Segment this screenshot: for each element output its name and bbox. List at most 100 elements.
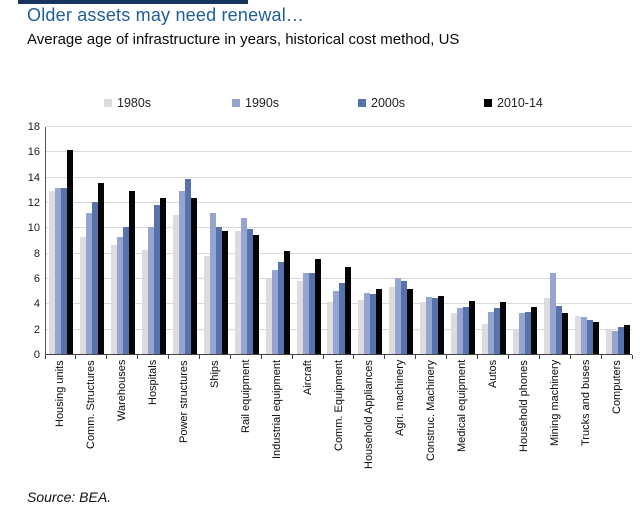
bar-2010-14: [221, 231, 228, 354]
bar-group: [108, 127, 139, 354]
x-tick: [106, 355, 108, 359]
bar-2000s: [154, 204, 161, 354]
y-tick-label: 12: [27, 197, 40, 209]
x-axis-label: Household phones: [517, 360, 530, 452]
bar-2000s: [185, 179, 192, 354]
x-tick: [137, 355, 139, 359]
legend-item: 1990s: [232, 96, 279, 110]
gridline: [46, 176, 632, 178]
legend-swatch: [232, 99, 240, 107]
y-tick-label: 16: [27, 146, 40, 159]
bar-1990s: [487, 312, 494, 354]
bar-1980s: [296, 280, 303, 354]
bar-2010-14: [252, 234, 259, 354]
bar-2010-14: [314, 259, 321, 354]
bar-group: [200, 127, 231, 354]
x-axis-label: Autos: [486, 360, 499, 389]
bar-1980s: [358, 299, 365, 354]
bar-1990s: [86, 213, 93, 354]
bar-2000s: [215, 227, 222, 354]
x-tick: [631, 355, 633, 359]
chart-title: Older assets may need renewal…: [27, 5, 305, 25]
x-axis-label: Comm. Equipment: [332, 360, 345, 452]
bar-2010-14: [160, 198, 167, 354]
bar-group: [479, 127, 510, 354]
bar-1990s: [209, 213, 216, 354]
bar-group: [77, 127, 108, 354]
bar-1980s: [265, 279, 272, 354]
x-axis-label: Comm. Structures: [85, 360, 98, 449]
legend-item: 2010-14: [484, 96, 543, 110]
bar-1990s: [611, 331, 618, 354]
x-tick: [507, 355, 509, 359]
bar-1990s: [271, 270, 278, 354]
bar-group: [293, 127, 324, 354]
x-tick: [75, 355, 77, 359]
bar-2010-14: [499, 302, 506, 354]
y-tick-label: 8: [33, 247, 40, 260]
bar-1990s: [240, 218, 247, 354]
bar-1990s: [549, 272, 556, 354]
x-tick: [600, 355, 602, 359]
bar-2010-14: [283, 251, 290, 354]
gridline: [46, 151, 632, 153]
bar-2000s: [493, 308, 500, 354]
bar-2000s: [339, 283, 346, 354]
x-axis-label: Construc. Machinery: [425, 360, 438, 461]
bar-group: [170, 127, 201, 354]
bar-2010-14: [592, 322, 599, 354]
x-tick: [477, 355, 479, 359]
bar-1980s: [173, 214, 180, 354]
bar-1990s: [302, 272, 309, 354]
gridline: [46, 227, 632, 229]
x-axis-label: Aircraft: [301, 360, 314, 395]
bar-group: [571, 127, 602, 354]
bar-2010-14: [98, 183, 105, 354]
bar-group: [324, 127, 355, 354]
bar-group: [448, 127, 479, 354]
bar-2010-14: [623, 324, 630, 354]
y-tick-label: 10: [27, 222, 40, 235]
legend-item: 1980s: [104, 96, 151, 110]
bar-group: [139, 127, 170, 354]
y-tick-label: 14: [27, 171, 40, 184]
x-tick: [198, 355, 200, 359]
bar-1990s: [179, 190, 186, 354]
bar-2010-14: [67, 150, 74, 354]
bar-1990s: [148, 227, 155, 354]
bar-2000s: [277, 261, 284, 354]
bar-group: [602, 127, 633, 354]
bar-2000s: [463, 307, 470, 354]
legend-swatch: [484, 99, 492, 107]
bar-1990s: [55, 188, 62, 354]
legend-swatch: [358, 99, 366, 107]
bar-group: [417, 127, 448, 354]
bar-1980s: [111, 245, 118, 354]
x-tick: [415, 355, 417, 359]
x-axis-label: Household Appliances: [363, 360, 376, 469]
x-axis-label: Industrial equipment: [270, 360, 283, 460]
gridline: [46, 202, 632, 203]
x-tick: [229, 355, 231, 359]
bar-1980s: [327, 302, 334, 354]
bar-2000s: [432, 298, 439, 354]
bar-group: [262, 127, 293, 354]
x-tick: [446, 355, 448, 359]
legend-item: 2000s: [358, 96, 405, 110]
plot-area: [45, 126, 633, 355]
bar-2000s: [524, 312, 531, 354]
x-axis-label: Mining machinery: [548, 360, 561, 447]
bar-1990s: [580, 317, 587, 354]
bar-1980s: [543, 298, 550, 354]
bar-1980s: [389, 286, 396, 354]
bar-2010-14: [561, 313, 568, 354]
bar-group: [355, 127, 386, 354]
bar-2000s: [401, 280, 408, 354]
bar-1990s: [333, 290, 340, 354]
y-tick-label: 18: [27, 121, 40, 133]
decorative-top-bar: [18, 0, 248, 4]
source-note: Source: BEA.: [27, 489, 112, 505]
bar-2010-14: [191, 198, 198, 354]
bar-2000s: [555, 305, 562, 354]
